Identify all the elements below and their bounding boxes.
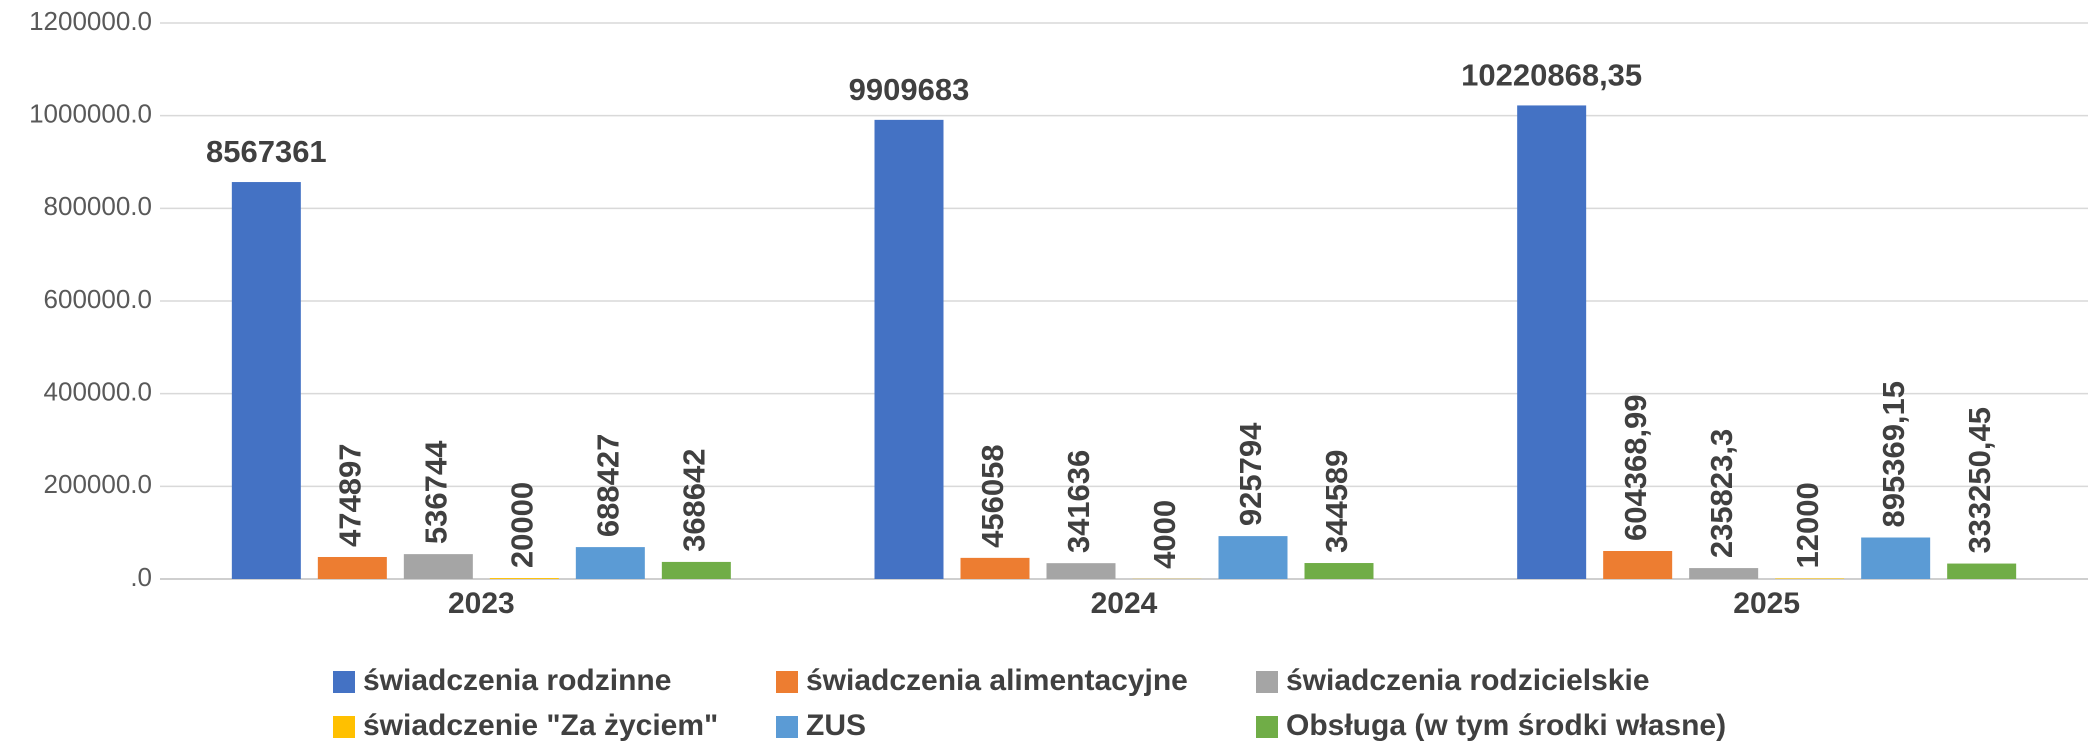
bar bbox=[661, 561, 731, 579]
legend-swatch bbox=[333, 671, 355, 693]
bar bbox=[1218, 536, 1288, 579]
data-label: 333250,45 bbox=[1962, 407, 1997, 554]
bar bbox=[874, 119, 944, 580]
bar bbox=[1603, 550, 1673, 579]
legend-label: ZUS bbox=[806, 709, 866, 742]
bar bbox=[960, 557, 1030, 579]
y-tick-label: 1200000.0 bbox=[29, 6, 152, 36]
legend-label: świadczenia alimentacyjne bbox=[806, 664, 1188, 697]
bar bbox=[489, 578, 559, 579]
legend-swatch bbox=[776, 671, 798, 693]
bar bbox=[1689, 568, 1759, 579]
bar bbox=[1947, 563, 2017, 579]
data-label: 341636 bbox=[1061, 450, 1096, 553]
x-tick-label: 2024 bbox=[1091, 587, 1158, 620]
legend-label: świadczenia rodzinne bbox=[363, 664, 671, 697]
y-tick-label: 200000.0 bbox=[44, 469, 152, 499]
bar bbox=[1517, 105, 1587, 579]
y-tick-label: 1000000.0 bbox=[29, 99, 152, 129]
bar bbox=[1046, 563, 1116, 579]
legend-swatch bbox=[776, 716, 798, 738]
bar bbox=[1861, 537, 1931, 579]
data-label: 536744 bbox=[419, 440, 454, 544]
legend-label: świadczenia rodzicielskie bbox=[1286, 664, 1650, 697]
x-tick-label: 2023 bbox=[448, 587, 515, 620]
y-tick-label: 600000.0 bbox=[44, 284, 152, 314]
data-label: 8567361 bbox=[206, 134, 327, 169]
data-label: 688427 bbox=[591, 434, 626, 537]
bar bbox=[403, 554, 473, 579]
data-label: 235823,3 bbox=[1704, 429, 1739, 558]
legend-swatch bbox=[1256, 716, 1278, 738]
legend-label: świadczenie "Za życiem" bbox=[363, 709, 718, 742]
bar bbox=[575, 547, 645, 579]
data-label: 9909683 bbox=[849, 72, 970, 107]
legend-swatch bbox=[1256, 671, 1278, 693]
data-label: 604368,99 bbox=[1618, 394, 1653, 541]
x-tick-label: 2025 bbox=[1733, 587, 1800, 620]
data-label: 474897 bbox=[333, 444, 368, 547]
data-label: 12000 bbox=[1790, 482, 1825, 568]
data-label: 20000 bbox=[505, 482, 540, 568]
bar bbox=[317, 556, 387, 579]
data-label: 895369,15 bbox=[1876, 381, 1911, 528]
data-label: 4000 bbox=[1147, 500, 1182, 569]
y-tick-label: 400000.0 bbox=[44, 377, 152, 407]
bar bbox=[1775, 578, 1845, 579]
bar bbox=[231, 182, 301, 580]
legend-label: Obsługa (w tym środki własne) bbox=[1286, 709, 1726, 742]
legend-swatch bbox=[333, 716, 355, 738]
data-label: 10220868,35 bbox=[1461, 58, 1642, 93]
y-tick-label: 800000.0 bbox=[44, 191, 152, 221]
bar bbox=[1304, 563, 1374, 579]
y-tick-label: .0 bbox=[130, 562, 152, 592]
data-label: 368642 bbox=[677, 448, 712, 551]
data-label: 456058 bbox=[975, 444, 1010, 547]
data-label: 925794 bbox=[1233, 422, 1268, 526]
data-label: 344589 bbox=[1319, 450, 1354, 553]
